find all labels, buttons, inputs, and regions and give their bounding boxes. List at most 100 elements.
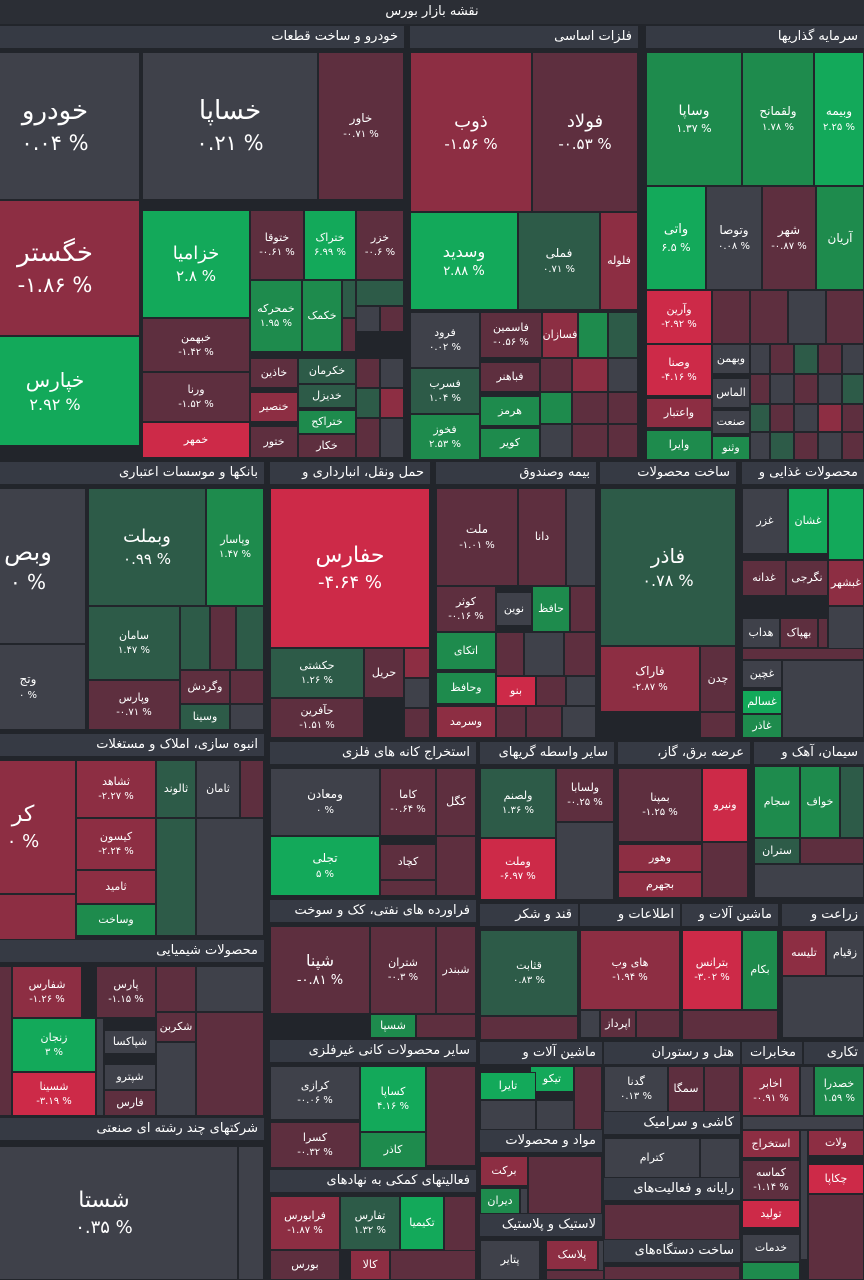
minor-stock-tile[interactable] [808,1194,864,1280]
stock-tile[interactable]: خدیزل [298,384,356,408]
minor-stock-tile[interactable] [750,404,770,432]
stock-tile[interactable]: شپترو [104,1064,156,1090]
minor-stock-tile[interactable] [238,1146,264,1280]
stock-tile[interactable]: وگردش [180,670,230,704]
minor-stock-tile[interactable] [842,344,864,374]
stock-tile[interactable]: ولات [808,1130,864,1156]
minor-stock-tile[interactable] [608,392,638,424]
minor-stock-tile[interactable] [342,280,356,318]
minor-stock-tile[interactable] [0,966,12,1116]
stock-tile[interactable]: آریان [816,186,864,290]
stock-tile[interactable]: غبشهر [828,560,864,606]
minor-stock-tile[interactable] [742,1262,800,1280]
stock-tile[interactable]: پلاسک [546,1240,598,1270]
stock-tile[interactable]: گدنا ۰.۱۳ % [604,1066,668,1112]
stock-tile[interactable]: کسرا -۰.۳۲ % [270,1122,360,1168]
minor-stock-tile[interactable] [404,708,430,738]
minor-stock-tile[interactable] [572,358,608,392]
minor-stock-tile[interactable] [546,1270,604,1280]
stock-tile[interactable]: ختوقا -۰.۶۱ % [250,210,304,280]
stock-tile[interactable]: غشان [788,488,828,554]
minor-stock-tile[interactable] [754,864,864,898]
stock-tile[interactable]: سامان ۱.۴۷ % [88,606,180,680]
minor-stock-tile[interactable] [540,358,572,392]
minor-stock-tile[interactable] [356,388,380,418]
minor-stock-tile[interactable] [794,344,818,374]
stock-tile[interactable]: خکرمان [298,358,356,384]
minor-stock-tile[interactable] [356,358,380,388]
stock-tile[interactable]: زنجان ۳ % [12,1018,96,1072]
stock-tile[interactable]: فسرب ۱.۰۴ % [410,368,480,414]
minor-stock-tile[interactable] [526,706,562,738]
stock-tile[interactable]: وصنا -۴.۱۶ % [646,344,712,396]
stock-tile[interactable]: فاراک -۲.۸۷ % [600,646,700,712]
stock-tile[interactable]: تکیمیا [400,1196,444,1250]
minor-stock-tile[interactable] [540,424,572,458]
stock-tile[interactable]: شسپا [370,1014,416,1038]
stock-tile[interactable]: فاسمین -۰.۵۶ % [480,312,542,358]
stock-tile[interactable]: خاذین [250,358,298,388]
stock-tile[interactable]: واتی ۶.۵ % [646,186,706,290]
minor-stock-tile[interactable] [156,818,196,936]
stock-tile[interactable]: کگل [436,768,476,836]
minor-stock-tile[interactable] [156,1042,196,1116]
minor-stock-tile[interactable] [380,306,404,332]
minor-stock-tile[interactable] [230,670,264,704]
stock-tile[interactable]: ختراکح [298,410,356,434]
minor-stock-tile[interactable] [240,760,264,818]
stock-tile[interactable]: ولسابا -۰.۲۵ % [556,768,614,822]
stock-tile[interactable]: شتران -۰.۳ % [370,926,436,1014]
stock-tile[interactable]: وملت -۶.۹۷ % [480,838,556,900]
stock-tile[interactable]: وایرا [646,430,712,460]
stock-tile[interactable]: خکار [298,434,356,458]
stock-tile[interactable]: دیران [480,1188,520,1214]
stock-tile[interactable]: ستران [754,838,800,864]
minor-stock-tile[interactable] [404,678,430,708]
stock-tile[interactable]: فرود ۰.۰۲ % [410,312,480,368]
stock-tile[interactable]: وسرمد [436,706,496,738]
stock-tile[interactable]: فولاد -۰.۵۳ % [532,52,638,212]
stock-tile[interactable]: نگرجی [786,560,828,596]
stock-tile[interactable]: شهر -۰.۸۷ % [762,186,816,290]
stock-tile[interactable]: قثابت ۰.۸۳ % [480,930,578,1016]
minor-stock-tile[interactable] [156,966,196,1012]
minor-stock-tile[interactable] [608,312,638,358]
minor-stock-tile[interactable] [342,318,356,352]
stock-tile[interactable]: شستا ۰.۳۵ % [0,1146,238,1280]
minor-stock-tile[interactable] [770,432,794,460]
minor-stock-tile[interactable] [818,618,828,648]
minor-stock-tile[interactable] [800,1130,808,1260]
minor-stock-tile[interactable] [842,374,864,404]
stock-tile[interactable]: خکمک [302,280,342,352]
stock-tile[interactable]: بمپنا -۱.۲۵ % [618,768,702,842]
stock-tile[interactable]: ونیرو [702,768,748,842]
stock-tile[interactable]: بکام [742,930,778,1010]
minor-stock-tile[interactable] [196,1012,264,1116]
stock-tile[interactable]: خپارس ۲.۹۲ % [0,336,140,446]
stock-tile[interactable]: تجلی ۵ % [270,836,380,896]
stock-tile[interactable]: وبهمن [712,344,750,374]
stock-tile[interactable]: غچین [742,660,782,688]
stock-tile[interactable]: فاذر ۰.۷۸ % [600,488,736,646]
minor-stock-tile[interactable] [96,1018,104,1116]
stock-tile[interactable]: شپاکسا [104,1030,156,1054]
stock-tile[interactable]: استخراج [742,1130,800,1158]
stock-tile[interactable]: تایرا [480,1072,536,1100]
minor-stock-tile[interactable] [770,374,794,404]
stock-tile[interactable]: غسالم [742,690,782,714]
minor-stock-tile[interactable] [702,842,748,898]
stock-tile[interactable]: فخوز ۲.۵۳ % [410,414,480,460]
stock-tile[interactable]: خبهمن -۱.۴۲ % [142,318,250,372]
stock-tile[interactable]: دانا [518,488,566,586]
stock-tile[interactable]: برکت [480,1156,528,1186]
stock-tile[interactable]: غدانه [742,560,786,596]
minor-stock-tile[interactable] [390,1250,476,1280]
stock-tile[interactable]: کترام [604,1138,700,1178]
minor-stock-tile[interactable] [380,880,436,896]
minor-stock-tile[interactable] [524,632,564,676]
stock-tile[interactable]: کوثر -۰.۱۶ % [436,586,496,632]
minor-stock-tile[interactable] [562,706,596,738]
minor-stock-tile[interactable] [356,306,380,332]
minor-stock-tile[interactable] [700,1138,740,1178]
minor-stock-tile[interactable] [540,392,572,424]
